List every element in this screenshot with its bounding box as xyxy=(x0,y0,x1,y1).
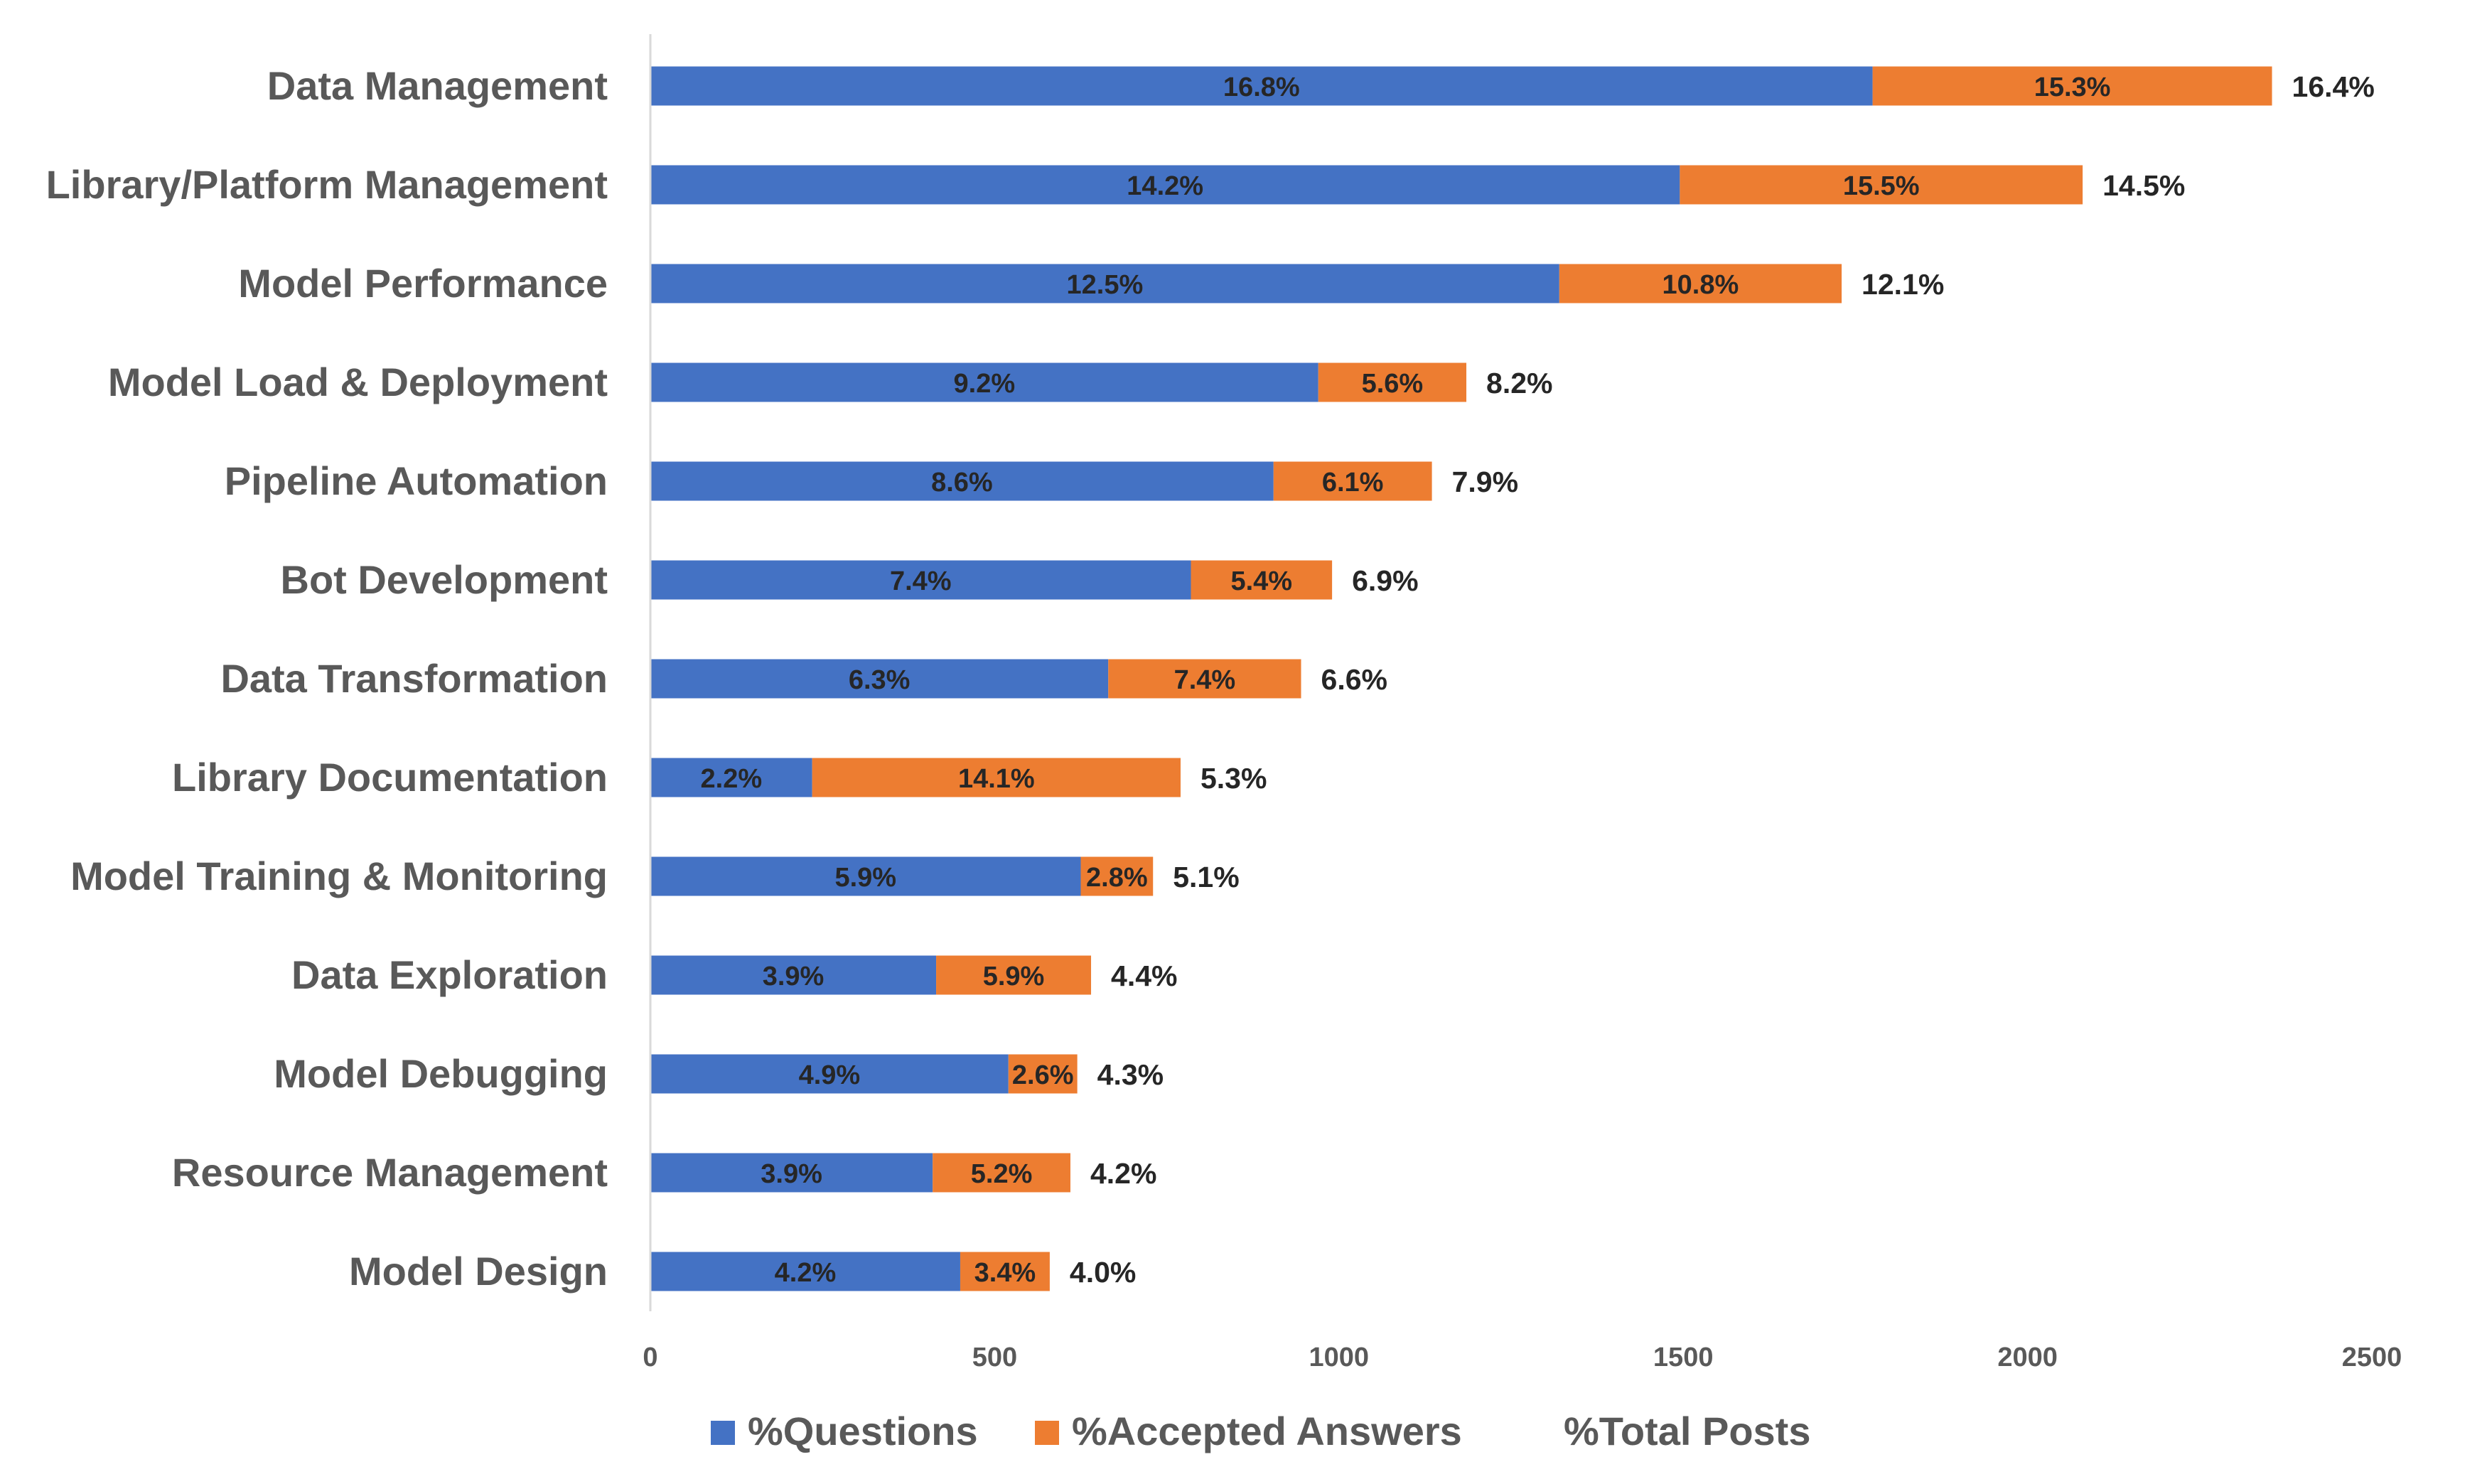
category-label: Data Transformation xyxy=(220,656,608,701)
bar-accepted-answers xyxy=(960,1252,1050,1291)
total-posts-label: 5.3% xyxy=(1200,762,1267,795)
bar-accepted-answers xyxy=(933,1153,1070,1193)
category-label: Model Performance xyxy=(238,261,608,306)
bar-label-accepted-answers: 15.5% xyxy=(1843,171,1920,201)
bar-label-accepted-answers: 5.6% xyxy=(1362,369,1424,399)
bar-label-accepted-answers: 5.2% xyxy=(971,1159,1033,1189)
total-posts-label: 16.4% xyxy=(2292,70,2375,103)
bar-label-accepted-answers: 10.8% xyxy=(1663,270,1739,300)
x-tick-label: 2500 xyxy=(2342,1343,2402,1372)
category-label: Model Load & Deployment xyxy=(108,360,608,404)
total-posts-label: 4.0% xyxy=(1070,1256,1136,1289)
total-posts-label: 7.9% xyxy=(1452,466,1518,498)
legend-swatch xyxy=(711,1421,735,1445)
bar-label-questions: 14.2% xyxy=(1127,171,1203,201)
category-label: Pipeline Automation xyxy=(225,458,608,503)
bar-questions xyxy=(650,758,812,797)
bar-questions xyxy=(650,1252,960,1291)
x-tick-label: 500 xyxy=(972,1343,1017,1372)
bar-questions xyxy=(650,66,1873,106)
bar-label-questions: 16.8% xyxy=(1223,72,1300,102)
bar-label-questions: 7.4% xyxy=(890,566,952,596)
bar-questions xyxy=(650,362,1318,402)
bar-accepted-answers xyxy=(1108,659,1301,699)
category-label: Model Training & Monitoring xyxy=(70,854,608,898)
bar-label-questions: 8.6% xyxy=(931,468,993,498)
labels-layer: Data Management 16.8% 15.3% 16.4% Library/Pl… xyxy=(46,63,2375,1294)
legend-label: %Questions xyxy=(748,1409,978,1453)
bar-label-questions: 2.2% xyxy=(701,764,763,794)
bar-label-accepted-answers: 2.6% xyxy=(1012,1060,1074,1090)
total-posts-label: 14.5% xyxy=(2102,169,2185,202)
bar-label-accepted-answers: 6.1% xyxy=(1322,468,1384,498)
bar-label-accepted-answers: 14.1% xyxy=(958,764,1035,794)
bar-label-accepted-answers: 3.4% xyxy=(974,1258,1036,1288)
category-label: Data Exploration xyxy=(291,952,608,997)
bar-questions xyxy=(650,560,1191,600)
bar-accepted-answers xyxy=(812,758,1181,797)
bar-accepted-answers xyxy=(1191,560,1333,600)
bar-questions xyxy=(650,461,1274,501)
total-posts-label: 4.4% xyxy=(1111,959,1177,992)
bar-accepted-answers xyxy=(1273,461,1432,501)
bar-accepted-answers xyxy=(1318,362,1467,402)
total-posts-label: 8.2% xyxy=(1486,367,1552,399)
bar-label-accepted-answers: 5.4% xyxy=(1230,566,1292,596)
total-posts-label: 5.1% xyxy=(1173,861,1239,893)
bar-label-questions: 12.5% xyxy=(1067,270,1144,300)
bar-label-questions: 5.9% xyxy=(834,863,896,893)
bar-accepted-answers xyxy=(1559,264,1842,303)
bar-accepted-answers xyxy=(1008,1054,1078,1094)
legend-swatch xyxy=(1035,1421,1059,1445)
total-posts-label: 6.9% xyxy=(1352,564,1418,597)
bar-accepted-answers xyxy=(1080,856,1154,896)
bar-questions xyxy=(650,955,937,995)
category-label: Model Design xyxy=(349,1249,608,1294)
bar-label-questions: 9.2% xyxy=(954,369,1016,399)
category-label: Model Debugging xyxy=(274,1051,608,1096)
bar-label-questions: 4.2% xyxy=(775,1258,837,1288)
bar-label-accepted-answers: 2.8% xyxy=(1086,863,1148,893)
legend-label: %Total Posts xyxy=(1564,1409,1810,1453)
legend: %Questions %Accepted Answers %Total Posts xyxy=(711,1409,1810,1453)
category-label: Bot Development xyxy=(281,557,608,602)
bar-label-accepted-answers: 7.4% xyxy=(1174,665,1236,695)
total-posts-label: 4.2% xyxy=(1090,1157,1156,1190)
bar-label-accepted-answers: 5.9% xyxy=(983,962,1045,991)
total-posts-label: 12.1% xyxy=(1862,268,1944,301)
total-posts-label: 4.3% xyxy=(1097,1058,1164,1091)
category-label: Library/Platform Management xyxy=(46,162,608,207)
legend-label: %Accepted Answers xyxy=(1072,1409,1462,1453)
x-tick-label: 2000 xyxy=(1997,1343,2058,1372)
category-label: Data Management xyxy=(267,63,608,108)
bar-accepted-answers xyxy=(1680,165,2083,205)
category-label: Library Documentation xyxy=(172,755,608,800)
bar-label-questions: 3.9% xyxy=(761,1159,822,1189)
bar-questions xyxy=(650,856,1081,896)
bar-questions xyxy=(650,659,1109,699)
bar-questions xyxy=(650,1054,1009,1094)
bar-questions xyxy=(650,264,1559,303)
bars-layer xyxy=(650,66,2272,1291)
bar-questions xyxy=(650,165,1680,205)
bar-label-questions: 3.9% xyxy=(763,962,824,991)
bar-accepted-answers xyxy=(1872,66,2272,106)
bar-questions xyxy=(650,1153,933,1193)
bar-label-questions: 6.3% xyxy=(849,665,911,695)
x-tick-label: 1500 xyxy=(1653,1343,1714,1372)
axis-layer: 0 500 1000 1500 2000 2500 xyxy=(643,34,2402,1372)
bar-label-accepted-answers: 15.3% xyxy=(2034,72,2111,102)
bar-label-questions: 4.9% xyxy=(799,1060,861,1090)
x-tick-label: 1000 xyxy=(1309,1343,1370,1372)
category-label: Resource Management xyxy=(172,1150,608,1195)
total-posts-label: 6.6% xyxy=(1321,663,1387,696)
bar-accepted-answers xyxy=(936,955,1092,995)
x-tick-label: 0 xyxy=(643,1343,657,1372)
